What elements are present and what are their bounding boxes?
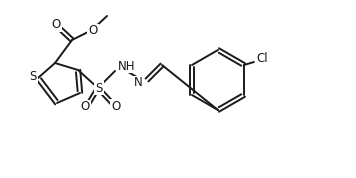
Text: NH: NH (118, 59, 136, 72)
Text: O: O (88, 25, 98, 38)
Text: O: O (111, 100, 121, 112)
Text: O: O (80, 101, 90, 114)
Text: N: N (134, 77, 142, 90)
Text: S: S (95, 82, 103, 95)
Text: Cl: Cl (256, 53, 268, 66)
Text: O: O (51, 19, 61, 32)
Text: S: S (29, 70, 37, 83)
